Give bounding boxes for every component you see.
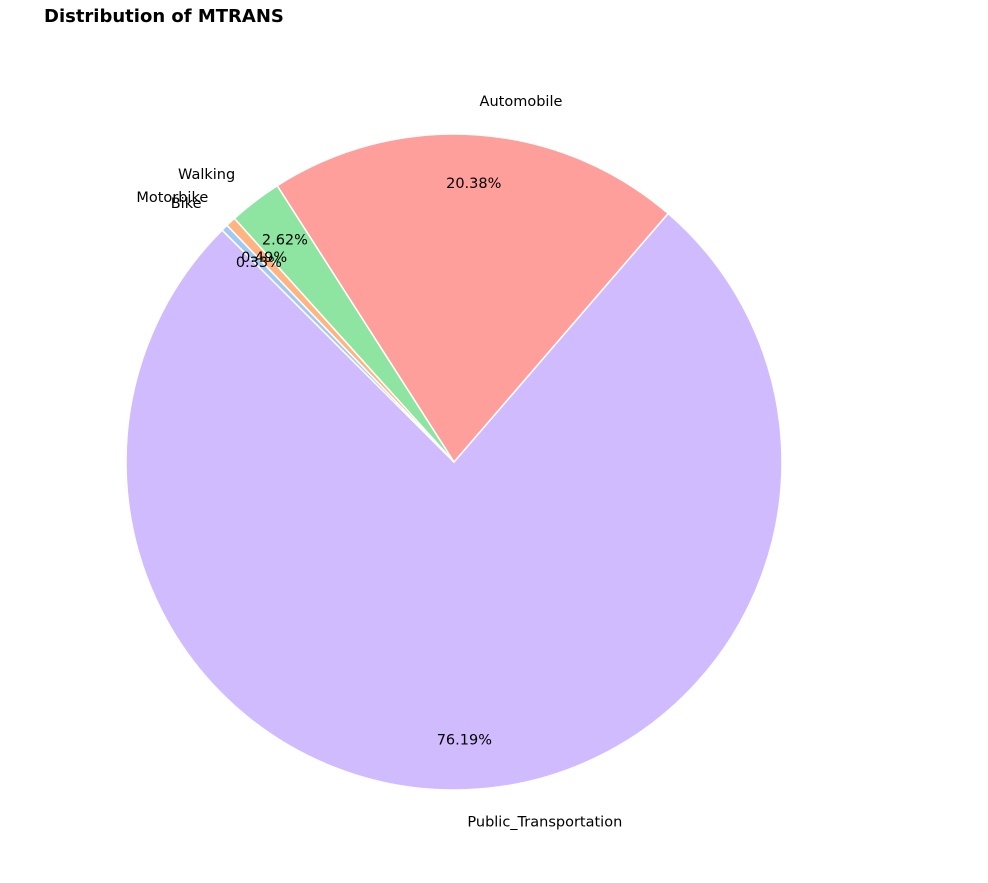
pie-labels: Public_Transportation 76.19% Automobile 20.… bbox=[136, 94, 622, 830]
percent-label-motorbike: 0.49% bbox=[241, 250, 287, 266]
percent-label-automobile: 20.38% bbox=[446, 176, 501, 192]
category-label-public-transportation: Public_Transportation bbox=[467, 815, 622, 831]
pie-slices bbox=[125, 133, 783, 791]
pie-slice-public-transportation bbox=[125, 212, 783, 791]
pie-slice-bike bbox=[221, 224, 455, 463]
chart-title: Distribution of MTRANS bbox=[44, 6, 284, 27]
percent-label-walking: 2.62% bbox=[262, 232, 308, 248]
pie-slice-automobile bbox=[276, 133, 669, 463]
category-label-bike: Bike bbox=[171, 196, 202, 212]
percent-label-public-transportation: 76.19% bbox=[437, 733, 492, 749]
category-label-automobile: Automobile bbox=[480, 94, 563, 110]
percent-label-bike: 0.33% bbox=[236, 255, 282, 271]
category-label-motorbike: Motorbike bbox=[136, 190, 208, 206]
category-label-walking: Walking bbox=[178, 167, 235, 183]
